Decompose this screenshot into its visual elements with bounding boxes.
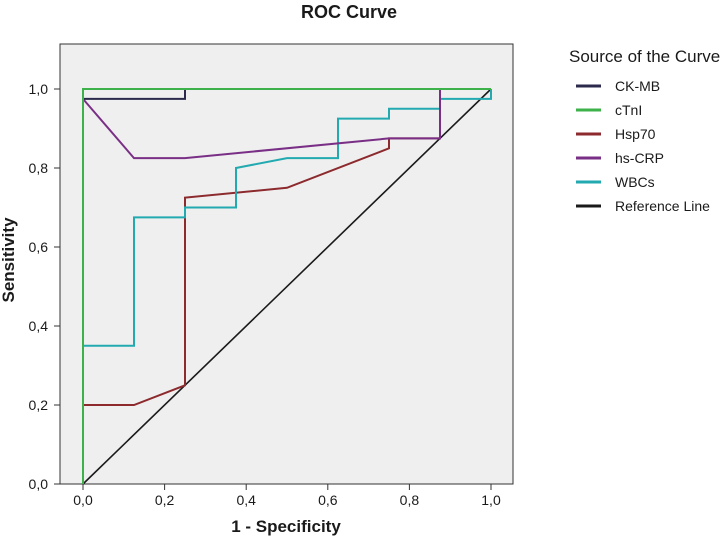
legend-label-ctni: cTnI <box>615 102 642 118</box>
series-line-reference-line <box>82 88 492 485</box>
y-tick-label: 0,0 <box>29 476 49 492</box>
y-tick-label: 0,8 <box>29 160 49 176</box>
legend-label-ck-mb: CK-MB <box>615 78 660 94</box>
y-axis-title: Sensitivity <box>0 217 18 303</box>
x-axis-title: 1 - Specificity <box>231 517 341 536</box>
y-tick-label: 0,2 <box>29 397 49 413</box>
series-line-ctni <box>82 88 491 484</box>
x-tick-label: 0,6 <box>318 492 338 508</box>
legend-label-hs-crp: hs-CRP <box>615 150 664 166</box>
y-tick-label: 0,6 <box>29 239 49 255</box>
plot-area <box>59 43 514 485</box>
x-tick-label: 1,0 <box>481 492 501 508</box>
x-tick-label: 0,0 <box>73 492 93 508</box>
chart-title: ROC Curve <box>301 2 397 22</box>
legend-label-reference-line: Reference Line <box>615 198 710 214</box>
legend-label-hsp70: Hsp70 <box>615 126 656 142</box>
x-tick-label: 0,2 <box>155 492 175 508</box>
y-tick-label: 1,0 <box>29 81 49 97</box>
legend-label-wbcs: WBCs <box>615 174 655 190</box>
x-tick-label: 0,8 <box>400 492 420 508</box>
series-line-hs-crp <box>82 88 491 484</box>
legend-title: Source of the Curve <box>569 47 720 66</box>
legend: Source of the Curve CK-MB cTnI Hsp70 hs-CRP… <box>569 47 720 214</box>
axis-ticks: 0,0 0,2 0,4 0,6 0,8 1,0 0,0 0,2 0,4 0,6 0,8 1,0 <box>29 81 501 508</box>
x-tick-label: 0,4 <box>236 492 256 508</box>
roc-curves <box>82 88 492 485</box>
y-tick-label: 0,4 <box>29 318 49 334</box>
